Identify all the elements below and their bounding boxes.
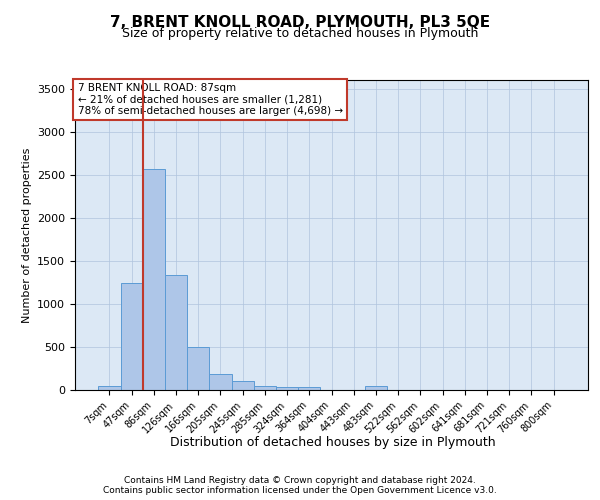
Bar [365,386,387,390]
Bar [98,386,121,390]
Text: Size of property relative to detached houses in Plymouth: Size of property relative to detached ho… [122,28,478,40]
Bar [165,274,187,390]
Bar [254,386,276,390]
Bar [187,347,209,390]
Bar [298,388,320,390]
Text: Distribution of detached houses by size in Plymouth: Distribution of detached houses by size … [170,436,496,449]
Text: Contains HM Land Registry data © Crown copyright and database right 2024.
Contai: Contains HM Land Registry data © Crown c… [103,476,497,495]
Bar [121,283,143,390]
Y-axis label: Number of detached properties: Number of detached properties [22,148,32,322]
Text: 7, BRENT KNOLL ROAD, PLYMOUTH, PL3 5QE: 7, BRENT KNOLL ROAD, PLYMOUTH, PL3 5QE [110,15,490,30]
Bar [143,168,165,390]
Bar [276,386,298,390]
Bar [232,382,254,390]
Bar [209,374,232,390]
Text: 7 BRENT KNOLL ROAD: 87sqm
← 21% of detached houses are smaller (1,281)
78% of se: 7 BRENT KNOLL ROAD: 87sqm ← 21% of detac… [77,83,343,116]
